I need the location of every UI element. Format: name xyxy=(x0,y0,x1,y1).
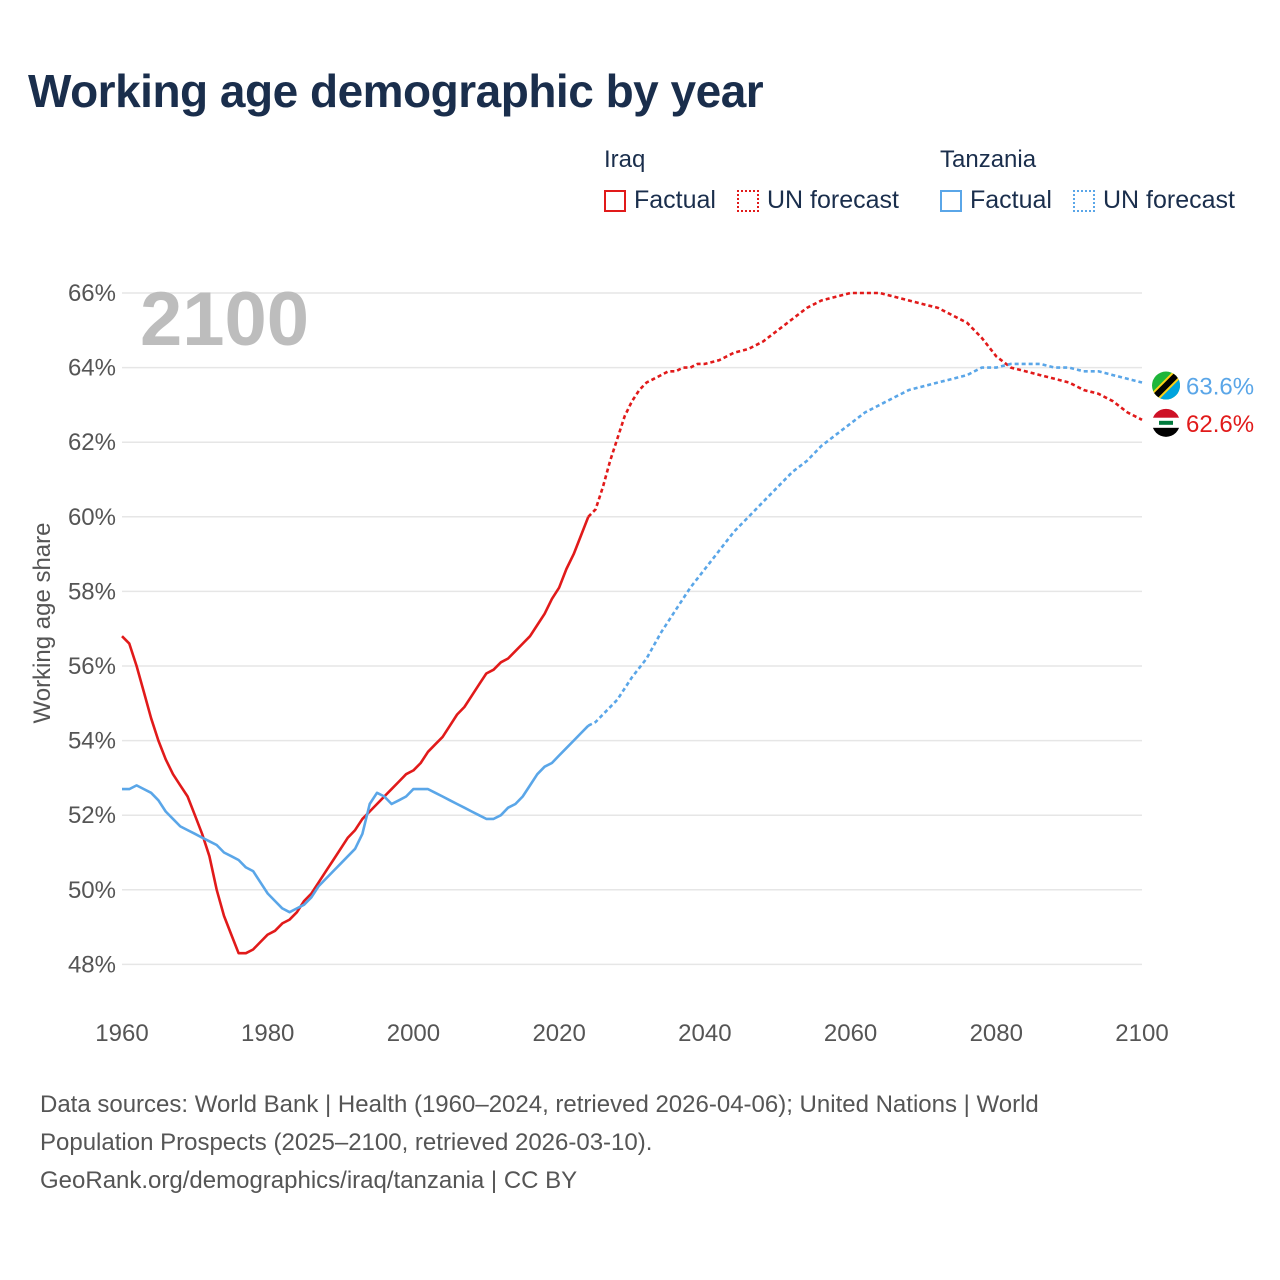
footer-line-2: Population Prospects (2025–2100, retriev… xyxy=(40,1129,653,1156)
y-tick-label: 50% xyxy=(68,877,116,904)
line-chart: 48% 50% 52% 54% 56% 58% 60% 62% 64% 66% 1960 1980 2… xyxy=(29,280,1254,1047)
legend-tanzania-factual-label: Factual xyxy=(970,186,1052,214)
legend-iraq-factual-label: Factual xyxy=(634,186,716,214)
x-tick-label: 1980 xyxy=(241,1020,294,1047)
x-tick-label: 1960 xyxy=(95,1020,148,1047)
legend-iraq-title: Iraq xyxy=(604,146,646,173)
legend-iraq-factual-swatch xyxy=(604,189,626,212)
legend-tanzania-factual-swatch xyxy=(940,189,962,212)
iraq-factual-line xyxy=(121,516,590,955)
legend-tanzania-factual[interactable]: Factual xyxy=(940,186,1052,215)
chart-title: Working age demographic by year xyxy=(28,65,764,117)
footer-line-1: Data sources: World Bank | Health (1960–… xyxy=(40,1091,1039,1118)
legend-tanzania-title: Tanzania xyxy=(940,146,1037,173)
y-tick-label: 62% xyxy=(68,429,116,456)
data-sources-footer: Data sources: World Bank | Health (1960–… xyxy=(40,1086,1220,1200)
y-tick-label: 64% xyxy=(68,355,116,382)
year-overlay: 2100 xyxy=(140,277,310,362)
x-tick-label: 2000 xyxy=(387,1020,440,1047)
legend-tanzania-forecast[interactable]: UN forecast xyxy=(1073,186,1235,215)
y-tick-label: 58% xyxy=(68,578,116,605)
legend-tanzania-forecast-swatch xyxy=(1073,189,1095,212)
y-axis-label: Working age share xyxy=(29,523,56,724)
x-tick-label: 2040 xyxy=(678,1020,731,1047)
x-tick-label: 2060 xyxy=(824,1020,877,1047)
y-tick-label: 48% xyxy=(68,951,116,978)
x-tick-label: 2020 xyxy=(532,1020,585,1047)
legend-iraq-forecast[interactable]: UN forecast xyxy=(737,186,899,215)
x-tick-label: 2100 xyxy=(1115,1020,1168,1047)
legend-iraq-forecast-swatch xyxy=(737,189,759,212)
x-tick-label: 2080 xyxy=(970,1020,1023,1047)
iraq-end-value-label: 62.6% xyxy=(1186,411,1254,438)
tanzania-factual-line xyxy=(122,724,590,914)
tanzania-forecast-line xyxy=(587,362,1143,727)
iraq-forecast-line xyxy=(587,291,1143,518)
y-tick-label: 54% xyxy=(68,728,116,755)
y-tick-label: 66% xyxy=(68,280,116,307)
tanzania-end-value-label: 63.6% xyxy=(1186,374,1254,401)
legend-iraq-factual[interactable]: Factual xyxy=(604,186,716,215)
footer-source-link[interactable]: GeoRank.org/demographics/iraq/tanzania |… xyxy=(40,1167,578,1194)
y-tick-label: 60% xyxy=(68,504,116,531)
y-tick-label: 52% xyxy=(68,802,116,829)
iraq-flag-icon xyxy=(1152,408,1180,437)
legend-iraq-forecast-label: UN forecast xyxy=(767,186,899,214)
legend-tanzania-forecast-label: UN forecast xyxy=(1103,186,1235,214)
tanzania-flag-icon xyxy=(1152,371,1180,400)
y-tick-label: 56% xyxy=(68,653,116,680)
